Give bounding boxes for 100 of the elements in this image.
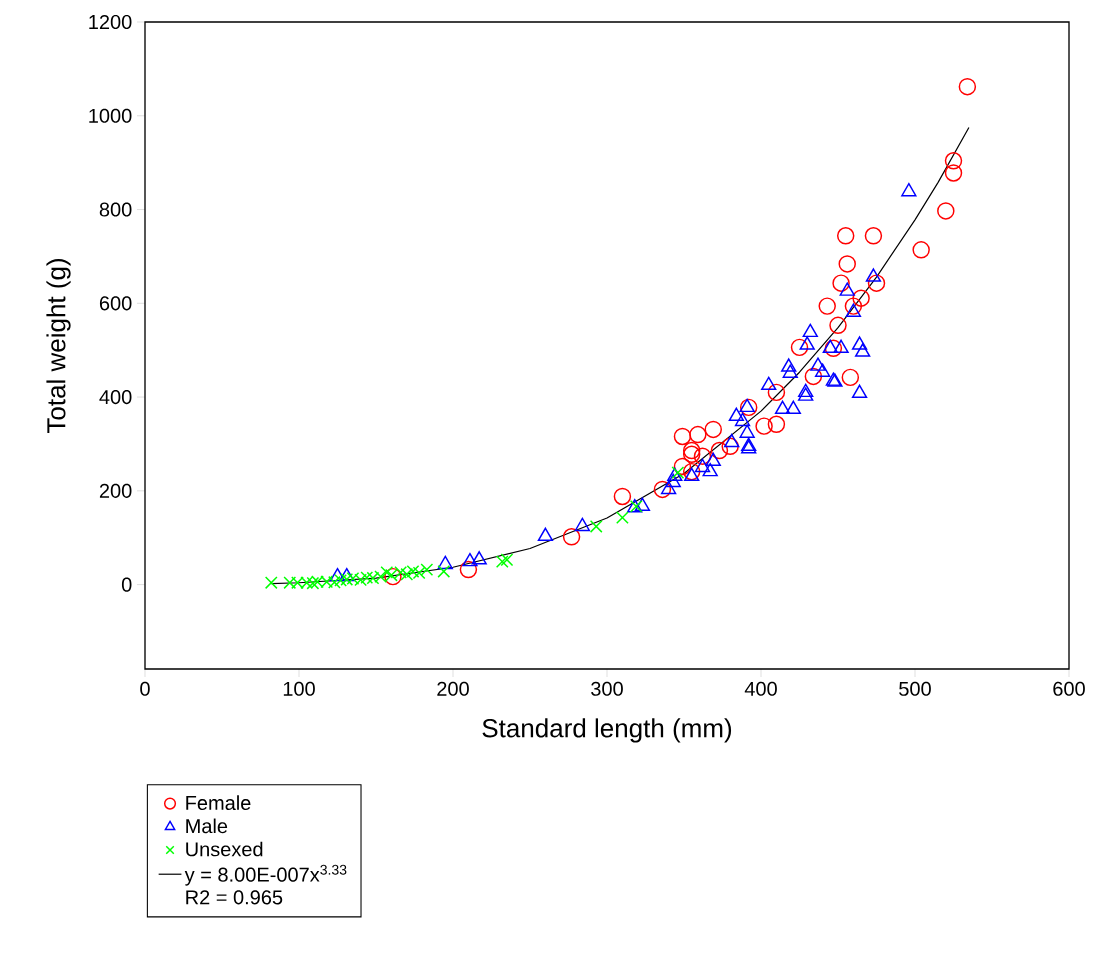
point [824,339,843,358]
point [829,316,847,335]
x-tick-label: 300 [591,681,623,696]
point [912,241,930,259]
point [790,338,809,357]
point [613,487,632,506]
y-tick-label: 800 [99,202,132,217]
point [818,297,836,315]
point [702,462,718,477]
point [684,467,700,482]
point [673,427,692,446]
point [802,323,818,338]
point [667,467,683,482]
point [845,303,862,317]
point [283,576,297,590]
point [459,560,478,579]
point [844,297,863,315]
x-tick-label: 400 [744,681,777,696]
line-series [270,126,970,585]
y-tick-label: 200 [99,483,132,498]
point [682,462,701,481]
point [728,407,745,422]
legend-label: Female [186,795,251,811]
y-tick-label: 1000 [89,108,132,123]
x-tick-label: 0 [140,681,150,696]
point [838,255,856,273]
x-tick-label: 200 [437,681,469,696]
point [739,398,755,413]
point [854,343,871,357]
legend-label: Unsexed [186,841,263,857]
point [653,480,672,499]
point [462,552,478,567]
x-tick-label: 100 [283,681,315,696]
point [761,376,777,391]
point [901,182,917,197]
point [781,358,797,372]
point [589,520,603,533]
y-tick-label: 0 [121,577,132,592]
point [665,473,681,488]
y-tick-label: 1200 [89,14,132,30]
point [437,565,451,578]
point [798,383,814,398]
point [937,202,955,220]
point [724,433,740,448]
point [689,425,707,444]
point [329,567,346,582]
point [339,567,355,582]
point [958,77,977,96]
point [865,268,882,282]
y-axis-title: Total weight (g) [46,259,71,434]
point [739,398,758,417]
x-tick-label: 600 [1053,681,1085,696]
point [710,441,729,460]
point [785,400,802,414]
point [734,412,751,427]
point [798,387,814,401]
point [944,164,963,182]
point [721,437,739,456]
point [694,458,711,473]
point [832,274,850,292]
point [500,553,514,567]
point [810,357,826,371]
point [851,336,868,350]
y-tick-label: 600 [99,296,132,311]
point [944,152,963,170]
point [537,527,554,542]
y-tick-label: 400 [99,389,132,405]
legend-label: Male [186,818,228,834]
point [864,227,883,245]
point [767,415,786,433]
text: R2 = 0.965 [186,890,283,905]
point [562,528,581,546]
point [851,384,868,399]
point [755,417,773,435]
point [437,555,453,570]
point [804,367,823,386]
point [782,364,798,378]
point [682,441,701,460]
point [841,368,860,387]
point [682,445,701,464]
point [822,339,838,354]
point [693,447,712,465]
point [264,576,278,590]
point [634,497,651,512]
point [833,339,849,354]
point [616,511,629,524]
point [852,289,870,307]
point [767,383,786,402]
point [839,282,855,296]
point [704,420,722,439]
point [836,227,855,245]
x-axis-title: Standard length (mm) [482,718,732,743]
point [799,336,815,350]
legend-label: y = 8.00E-007x$^{3.33}$ [184,864,347,886]
point [814,363,831,377]
point [705,452,721,467]
point [774,400,791,414]
x-tick-label: 500 [899,681,931,696]
point [739,424,755,438]
point [574,517,591,532]
